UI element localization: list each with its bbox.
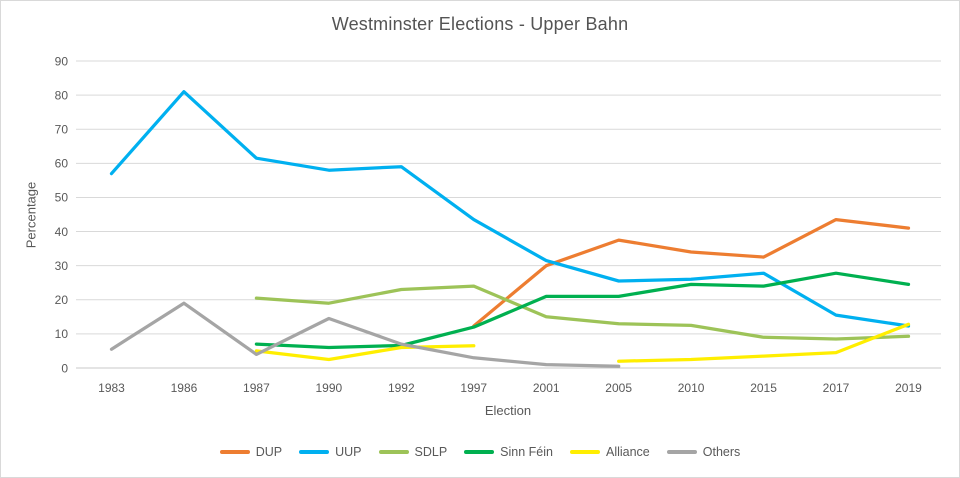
x-axis-title: Election bbox=[484, 403, 532, 418]
legend-item-dup: DUP bbox=[219, 445, 283, 459]
x-tick-label: 2017 bbox=[823, 381, 850, 395]
y-tick-label: 40 bbox=[55, 225, 69, 239]
legend-item-sdlp: SDLP bbox=[378, 445, 448, 459]
series-line-uup bbox=[109, 90, 911, 328]
x-tick-label: 1997 bbox=[460, 381, 487, 395]
legend-swatch-others bbox=[666, 450, 697, 454]
series-line-alliance bbox=[617, 322, 911, 363]
x-tick-label: 2010 bbox=[678, 381, 705, 395]
legend-label: DUP bbox=[255, 445, 283, 459]
x-tick-label: 2005 bbox=[605, 381, 632, 395]
chart-title: Westminster Elections - Upper Bahn bbox=[331, 14, 629, 34]
legend-label: Sinn Féin bbox=[500, 445, 553, 459]
y-tick-label: 60 bbox=[55, 157, 69, 171]
legend-item-others: Others bbox=[666, 445, 741, 459]
x-tick-label: 1986 bbox=[171, 381, 198, 395]
x-tick-label: 1987 bbox=[243, 381, 270, 395]
y-tick-label: 20 bbox=[55, 293, 69, 307]
series-line-sdlp bbox=[254, 284, 911, 341]
legend-label: Others bbox=[702, 445, 741, 459]
y-tick-label: 0 bbox=[61, 361, 68, 375]
legend-swatch-sdlp bbox=[378, 450, 409, 454]
legend-swatch-sinn-fein bbox=[464, 450, 495, 454]
x-tick-label: 1990 bbox=[315, 381, 342, 395]
x-tick-label: 1983 bbox=[98, 381, 125, 395]
legend-item-sinn-fein: Sinn Féin bbox=[464, 445, 553, 459]
gridlines bbox=[76, 60, 941, 369]
legend-swatch-uup bbox=[299, 450, 330, 454]
series-line-dup bbox=[472, 217, 911, 328]
y-tick-label: 70 bbox=[55, 123, 69, 137]
legend-label: Alliance bbox=[605, 445, 650, 459]
y-axis-title: Percentage bbox=[23, 181, 39, 249]
x-tick-label: 2019 bbox=[895, 381, 922, 395]
legend-swatch-dup bbox=[219, 450, 250, 454]
x-tick-label: 2001 bbox=[533, 381, 560, 395]
y-tick-label: 10 bbox=[55, 327, 69, 341]
series-line-alliance bbox=[254, 344, 476, 362]
y-tick-label: 50 bbox=[55, 191, 69, 205]
legend-label: SDLP bbox=[414, 445, 448, 459]
series-line-others bbox=[109, 301, 621, 368]
legend: DUP UUP SDLP Sinn Féin Alliance Others bbox=[1, 445, 959, 459]
y-tick-label: 90 bbox=[55, 54, 69, 68]
y-tick-label: 30 bbox=[55, 259, 69, 273]
legend-item-alliance: Alliance bbox=[569, 445, 650, 459]
legend-swatch-alliance bbox=[569, 450, 600, 454]
legend-item-uup: UUP bbox=[299, 445, 362, 459]
x-tick-label: 2015 bbox=[750, 381, 777, 395]
legend-label: UUP bbox=[335, 445, 362, 459]
y-tick-label: 80 bbox=[55, 88, 69, 102]
series-line-sinn-fein bbox=[254, 271, 911, 350]
x-tick-label: 1992 bbox=[388, 381, 415, 395]
